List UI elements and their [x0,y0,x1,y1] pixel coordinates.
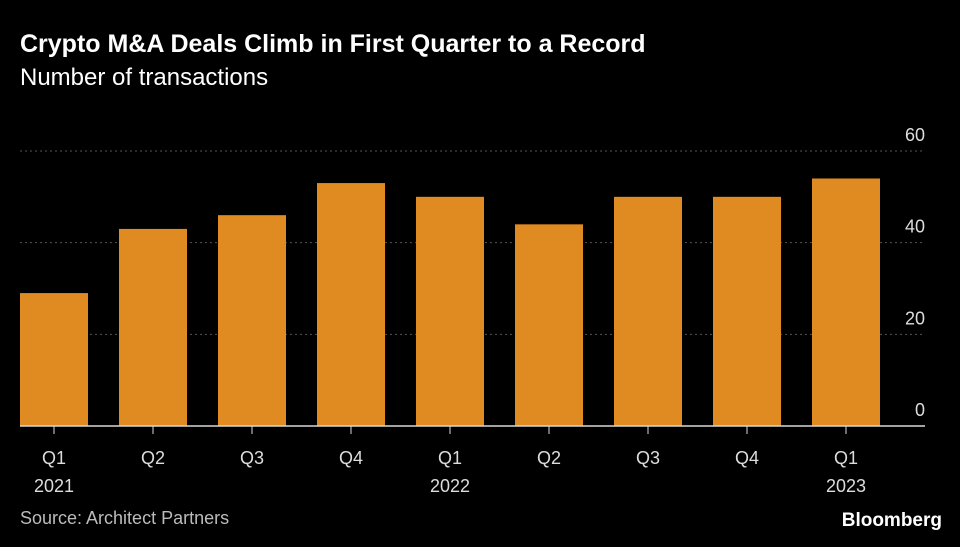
x-tick-label: Q4 [339,448,363,468]
x-year-label: 2023 [826,476,866,496]
bar [119,228,187,426]
y-tick-label: 0 [915,400,925,420]
bar [20,293,88,426]
x-tick-label: Q3 [636,448,660,468]
bar [614,196,682,426]
bar [812,178,880,426]
bar [713,196,781,426]
chart-subtitle: Number of transactions [20,64,269,91]
x-year-label: 2021 [34,476,74,496]
bar [218,215,286,426]
source-note: Source: Architect Partners [20,508,230,528]
bar [515,224,583,426]
x-tick-label: Q1 [834,448,858,468]
bar [416,196,484,426]
x-tick-label: Q4 [735,448,759,468]
x-tick-label: Q2 [537,448,561,468]
chart-title: Crypto M&A Deals Climb in First Quarter … [20,30,646,58]
x-tick-label: Q1 [42,448,66,468]
x-tick-label: Q1 [438,448,462,468]
y-tick-label: 60 [905,125,925,145]
bloomberg-logo: Bloomberg [841,510,942,531]
x-tick-label: Q3 [240,448,264,468]
y-tick-label: 20 [905,308,925,328]
x-tick-label: Q2 [141,448,165,468]
bar [317,183,385,426]
y-tick-label: 40 [905,217,925,237]
x-year-label: 2022 [430,476,470,496]
